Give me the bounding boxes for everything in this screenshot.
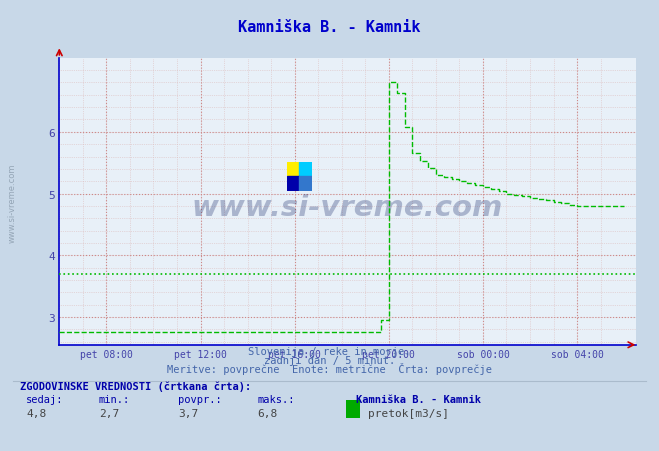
Bar — [299, 162, 312, 177]
Text: 4,8: 4,8 — [26, 408, 47, 418]
Text: Meritve: povprečne  Enote: metrične  Črta: povprečje: Meritve: povprečne Enote: metrične Črta:… — [167, 362, 492, 374]
Text: pretok[m3/s]: pretok[m3/s] — [368, 408, 449, 418]
Text: 3,7: 3,7 — [178, 408, 198, 418]
Text: 2,7: 2,7 — [99, 408, 119, 418]
Bar — [287, 162, 299, 177]
Text: Kamniška B. - Kamnik: Kamniška B. - Kamnik — [239, 20, 420, 35]
Text: ZGODOVINSKE VREDNOSTI (črtkana črta):: ZGODOVINSKE VREDNOSTI (črtkana črta): — [20, 380, 251, 391]
Text: povpr.:: povpr.: — [178, 394, 221, 404]
Text: Slovenija / reke in morje.: Slovenija / reke in morje. — [248, 346, 411, 356]
Bar — [287, 177, 299, 192]
Text: www.si-vreme.com: www.si-vreme.com — [192, 193, 503, 221]
Text: zadnji dan / 5 minut.: zadnji dan / 5 minut. — [264, 355, 395, 365]
Text: 6,8: 6,8 — [257, 408, 277, 418]
Text: min.:: min.: — [99, 394, 130, 404]
Text: www.si-vreme.com: www.si-vreme.com — [8, 163, 17, 243]
Text: sedaj:: sedaj: — [26, 394, 64, 404]
Bar — [299, 177, 312, 192]
Text: Kamniška B. - Kamnik: Kamniška B. - Kamnik — [356, 394, 481, 404]
Text: maks.:: maks.: — [257, 394, 295, 404]
